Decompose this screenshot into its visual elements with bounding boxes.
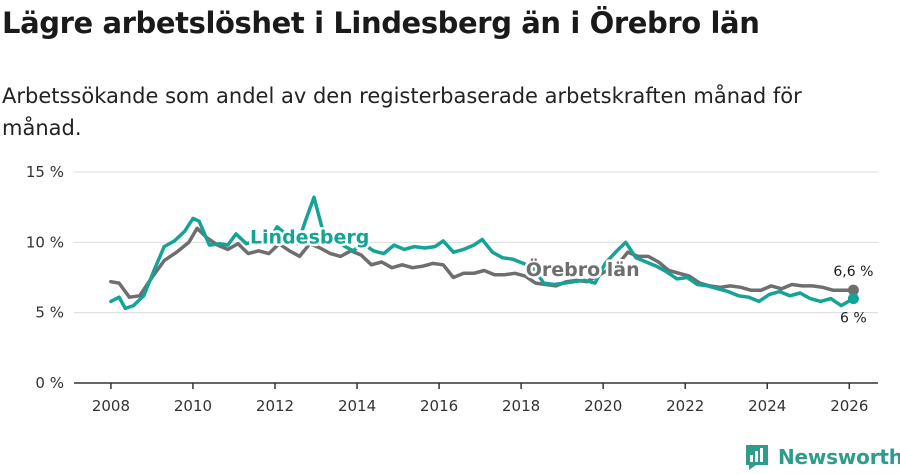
newsworthy-brand: Newsworthy [744, 442, 900, 472]
chart-title: Lägre arbetslöshet i Lindesberg än i Öre… [2, 6, 760, 40]
y-axis: 0 % 5 % 10 % 15 % [26, 163, 64, 392]
end-point-lindesberg [847, 293, 859, 305]
x-tick-label: 2024 [748, 397, 786, 415]
x-tick-label: 2012 [256, 397, 294, 415]
series-line-orebro [109, 226, 856, 299]
end-value-label-orebro: 6,6 % [833, 264, 873, 280]
newsworthy-logo-icon [746, 445, 768, 470]
series-label-orebro: Örebro län [526, 257, 640, 281]
series-label-lindesberg: Lindesberg [250, 227, 369, 249]
x-tick-label: 2010 [174, 397, 212, 415]
x-tick-label: 2026 [830, 397, 868, 415]
x-axis: 2008 2010 2012 2014 2016 2018 2020 2022 2024 2026 [74, 382, 878, 415]
end-point-orebro [847, 284, 859, 296]
x-tick-label: 2020 [584, 397, 622, 415]
series-line-lindesberg [109, 195, 856, 311]
y-tick-label: 15 % [26, 163, 64, 181]
x-tick-label: 2016 [420, 397, 458, 415]
y-tick-label: 5 % [35, 304, 64, 322]
x-tick-label: 2022 [666, 397, 704, 415]
y-tick-label: 0 % [35, 374, 64, 392]
x-tick-label: 2008 [92, 397, 130, 415]
chart-subtitle: Arbetssökande som andel av den registerb… [2, 84, 802, 140]
end-value-label-lindesberg: 6 % [840, 311, 867, 327]
x-tick-label: 2018 [502, 397, 540, 415]
x-tick-label: 2014 [338, 397, 376, 415]
brand-name: Newsworthy [778, 445, 900, 469]
y-tick-label: 10 % [26, 233, 64, 251]
series-labels: 6,6 % 6 % Örebro län Lindesberg [247, 224, 873, 327]
series-lines [109, 195, 859, 311]
